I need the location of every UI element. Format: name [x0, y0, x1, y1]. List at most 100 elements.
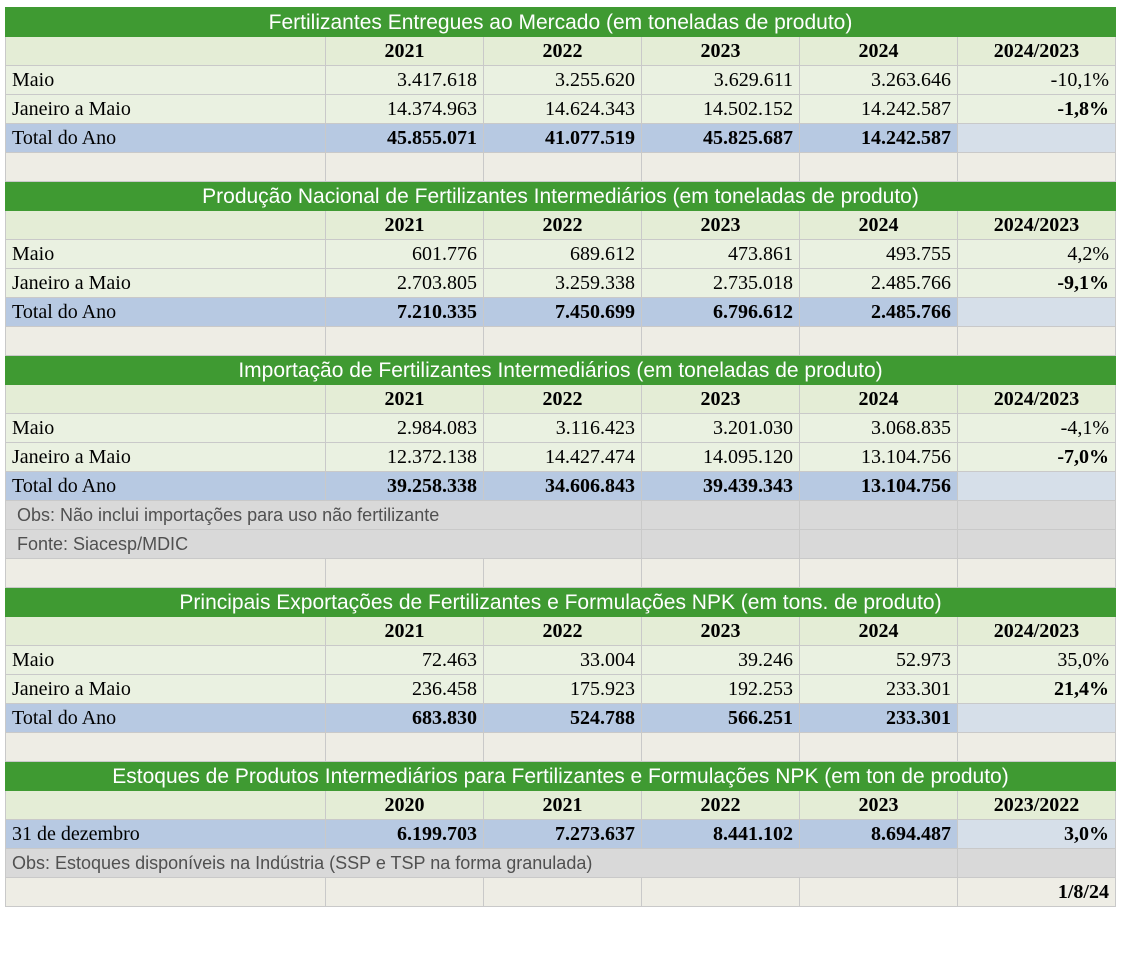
- section-title-row: Produção Nacional de Fertilizantes Inter…: [5, 181, 1116, 211]
- section-title-row: Importação de Fertilizantes Intermediári…: [5, 355, 1116, 385]
- header-cell: 2024/2023: [957, 616, 1116, 646]
- header-cell: 2023: [641, 616, 800, 646]
- pct-cell: 21,4%: [957, 674, 1116, 704]
- total-cell: 2.485.766: [799, 297, 958, 327]
- row-label: Maio: [5, 239, 326, 269]
- row-label: Maio: [5, 645, 326, 675]
- row-label: 31 de dezembro: [5, 819, 326, 849]
- source-text: Fonte: Siacesp/MDIC: [5, 529, 642, 559]
- data-row: Janeiro a Maio 14.374.963 14.624.343 14.…: [5, 94, 1116, 124]
- total-cell: 566.251: [641, 703, 800, 733]
- value-cell: 12.372.138: [325, 442, 484, 472]
- value-cell: 3.255.620: [483, 65, 642, 95]
- data-row: Maio 3.417.618 3.255.620 3.629.611 3.263…: [5, 65, 1116, 95]
- pct-cell: 4,2%: [957, 239, 1116, 269]
- value-cell: 473.861: [641, 239, 800, 269]
- header-cell: 2020: [325, 790, 484, 820]
- total-pct-blank: [957, 123, 1116, 153]
- value-cell: 14.624.343: [483, 94, 642, 124]
- total-cell: 524.788: [483, 703, 642, 733]
- data-row: Janeiro a Maio 2.703.805 3.259.338 2.735…: [5, 268, 1116, 298]
- value-cell: 2.703.805: [325, 268, 484, 298]
- pct-cell: 3,0%: [957, 819, 1116, 849]
- spacer-row: [5, 152, 1116, 182]
- header-blank: [5, 790, 326, 820]
- header-blank: [5, 210, 326, 240]
- header-blank: [5, 616, 326, 646]
- value-cell: 493.755: [799, 239, 958, 269]
- total-cell: 683.830: [325, 703, 484, 733]
- pct-cell: -4,1%: [957, 413, 1116, 443]
- data-row: Maio 2.984.083 3.116.423 3.201.030 3.068…: [5, 413, 1116, 443]
- header-cell: 2021: [325, 384, 484, 414]
- header-cell: 2023/2022: [957, 790, 1116, 820]
- total-cell: 6.796.612: [641, 297, 800, 327]
- data-row: Maio 72.463 33.004 39.246 52.973 35,0%: [5, 645, 1116, 675]
- header-cell: 2021: [325, 210, 484, 240]
- header-cell: 2023: [641, 36, 800, 66]
- row-label: Janeiro a Maio: [5, 442, 326, 472]
- total-label: Total do Ano: [5, 123, 326, 153]
- row-label: Janeiro a Maio: [5, 268, 326, 298]
- header-row: 2021 2022 2023 2024 2024/2023: [5, 616, 1116, 646]
- header-row: 2021 2022 2023 2024 2024/2023: [5, 210, 1116, 240]
- value-cell: 689.612: [483, 239, 642, 269]
- total-cell: 233.301: [799, 703, 958, 733]
- pct-cell: -1,8%: [957, 94, 1116, 124]
- header-cell: 2024: [799, 36, 958, 66]
- section-title: Produção Nacional de Fertilizantes Inter…: [5, 181, 1116, 211]
- section-title: Fertilizantes Entregues ao Mercado (em t…: [5, 7, 1116, 37]
- total-pct-blank: [957, 471, 1116, 501]
- value-cell: 3.116.423: [483, 413, 642, 443]
- header-cell: 2024: [799, 210, 958, 240]
- value-cell: 14.242.587: [799, 94, 958, 124]
- total-pct-blank: [957, 703, 1116, 733]
- pct-cell: -10,1%: [957, 65, 1116, 95]
- total-cell: 7.210.335: [325, 297, 484, 327]
- total-cell: 14.242.587: [799, 123, 958, 153]
- note-row: Fonte: Siacesp/MDIC: [5, 529, 1116, 559]
- header-row: 2020 2021 2022 2023 2023/2022: [5, 790, 1116, 820]
- value-cell: 236.458: [325, 674, 484, 704]
- section-title: Principais Exportações de Fertilizantes …: [5, 587, 1116, 617]
- total-label: Total do Ano: [5, 471, 326, 501]
- header-cell: 2021: [325, 36, 484, 66]
- header-cell: 2024: [799, 616, 958, 646]
- total-cell: 34.606.843: [483, 471, 642, 501]
- value-cell: 33.004: [483, 645, 642, 675]
- header-row: 2021 2022 2023 2024 2024/2023: [5, 36, 1116, 66]
- pct-cell: 35,0%: [957, 645, 1116, 675]
- value-cell: 2.984.083: [325, 413, 484, 443]
- header-cell: 2022: [483, 384, 642, 414]
- header-cell: 2022: [483, 616, 642, 646]
- header-cell: 2024/2023: [957, 36, 1116, 66]
- row-label: Janeiro a Maio: [5, 674, 326, 704]
- total-cell: 39.439.343: [641, 471, 800, 501]
- value-cell: 3.417.618: [325, 65, 484, 95]
- header-cell: 2024/2023: [957, 210, 1116, 240]
- total-label: Total do Ano: [5, 703, 326, 733]
- report-date: 1/8/24: [957, 877, 1116, 907]
- value-cell: 13.104.756: [799, 442, 958, 472]
- header-cell: 2022: [483, 210, 642, 240]
- row-label: Janeiro a Maio: [5, 94, 326, 124]
- value-cell: 3.263.646: [799, 65, 958, 95]
- fertilizer-statistics-sheet: Fertilizantes Entregues ao Mercado (em t…: [5, 7, 1116, 907]
- spacer-row: [5, 558, 1116, 588]
- note-text: Obs: Estoques disponíveis na Indústria (…: [5, 848, 958, 878]
- header-cell: 2024/2023: [957, 384, 1116, 414]
- spacer-row: [5, 732, 1116, 762]
- value-cell: 192.253: [641, 674, 800, 704]
- value-cell: 8.441.102: [641, 819, 800, 849]
- value-cell: 8.694.487: [799, 819, 958, 849]
- section-title-row: Principais Exportações de Fertilizantes …: [5, 587, 1116, 617]
- value-cell: 175.923: [483, 674, 642, 704]
- data-row: Janeiro a Maio 12.372.138 14.427.474 14.…: [5, 442, 1116, 472]
- stock-row: 31 de dezembro 6.199.703 7.273.637 8.441…: [5, 819, 1116, 849]
- section-title: Importação de Fertilizantes Intermediári…: [5, 355, 1116, 385]
- value-cell: 14.374.963: [325, 94, 484, 124]
- value-cell: 14.427.474: [483, 442, 642, 472]
- header-cell: 2023: [641, 210, 800, 240]
- header-blank: [5, 36, 326, 66]
- total-cell: 13.104.756: [799, 471, 958, 501]
